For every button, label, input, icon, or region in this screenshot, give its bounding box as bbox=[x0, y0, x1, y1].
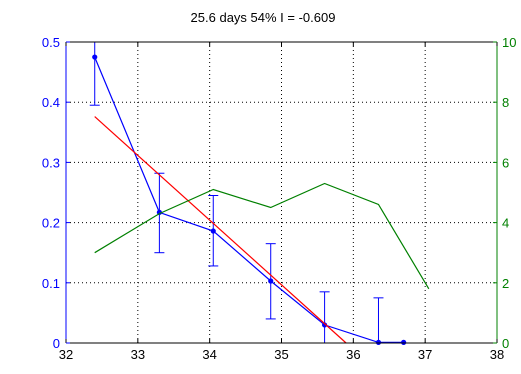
y-left-tick-label: 0.2 bbox=[42, 216, 60, 231]
data-point bbox=[375, 339, 382, 345]
y-right-tick-label: 6 bbox=[502, 155, 509, 170]
data-point bbox=[92, 54, 98, 60]
y-left-tick-label: 0.1 bbox=[42, 276, 60, 291]
y-left-tick-label: 0.4 bbox=[42, 95, 60, 110]
series-line-1 bbox=[94, 116, 347, 344]
x-tick-label: 37 bbox=[418, 347, 432, 362]
series-line-2 bbox=[94, 182, 430, 290]
x-tick-label: 35 bbox=[274, 347, 288, 362]
plot-frame bbox=[65, 41, 498, 344]
x-tick-label: 33 bbox=[131, 347, 145, 362]
series-layer bbox=[89, 41, 430, 345]
x-tick-label: 38 bbox=[490, 347, 504, 362]
data-point bbox=[268, 278, 274, 284]
y-left-tick-label: 0.5 bbox=[42, 35, 60, 50]
y-right-tick-label: 0 bbox=[502, 336, 509, 351]
series-line-0 bbox=[94, 56, 404, 343]
y-right-tick-label: 8 bbox=[502, 95, 509, 110]
data-point bbox=[210, 228, 216, 234]
y-right-tick-label: 4 bbox=[502, 216, 509, 231]
x-tick-label: 34 bbox=[202, 347, 216, 362]
data-point bbox=[322, 322, 328, 328]
data-point bbox=[401, 339, 407, 345]
x-tick-label: 32 bbox=[59, 347, 73, 362]
y-left-tick-label: 0 bbox=[53, 336, 60, 351]
y-right-tick-label: 2 bbox=[502, 276, 509, 291]
y-left-tick-label: 0.3 bbox=[42, 155, 60, 170]
x-tick-label: 36 bbox=[346, 347, 360, 362]
grid-lines bbox=[66, 42, 497, 343]
chart-title: 25.6 days 54% I = -0.609 bbox=[191, 10, 336, 25]
y-right-tick-label: 10 bbox=[502, 35, 516, 50]
